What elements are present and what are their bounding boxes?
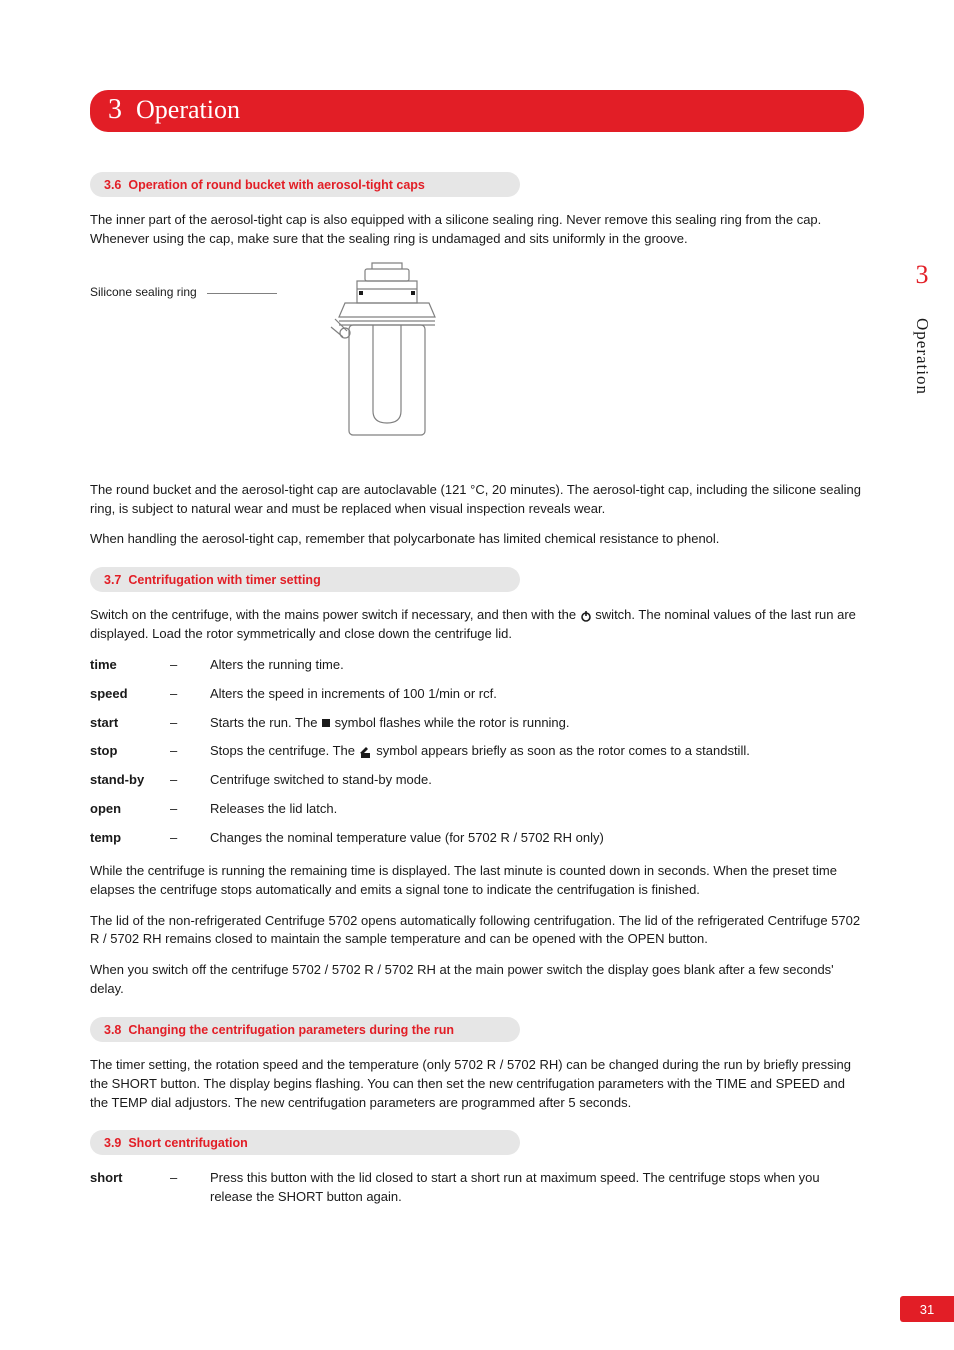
definition-row: speed – Alters the speed in increments o…: [90, 685, 864, 704]
definition-desc: Stops the centrifuge. The symbol appears…: [210, 742, 864, 761]
side-tab-label: Operation: [912, 318, 932, 395]
definition-desc: Centrifuge switched to stand-by mode.: [210, 771, 864, 790]
definition-dash: –: [170, 685, 210, 704]
bucket-figure: Silicone sealing ring: [90, 261, 864, 461]
definition-term: short: [90, 1169, 170, 1188]
figure-label: Silicone sealing ring: [90, 285, 197, 299]
subheading-text: 3.6 Operation of round bucket with aeros…: [104, 178, 425, 192]
paragraph: The timer setting, the rotation speed an…: [90, 1056, 864, 1113]
definition-desc: Alters the running time.: [210, 656, 864, 675]
paragraph: While the centrifuge is running the rema…: [90, 862, 864, 900]
chapter-title: Operation: [136, 95, 240, 125]
subheading-title: Short centrifugation: [128, 1136, 247, 1150]
definition-term: start: [90, 714, 170, 733]
paragraph: When handling the aerosol-tight cap, rem…: [90, 530, 864, 549]
text-fragment: Stops the centrifuge. The: [210, 743, 359, 758]
definition-list: short – Press this button with the lid c…: [90, 1169, 864, 1207]
definition-desc: Press this button with the lid closed to…: [210, 1169, 864, 1207]
definition-term: time: [90, 656, 170, 675]
subheading-num: 3.8: [104, 1023, 121, 1037]
subheading-text: 3.9 Short centrifugation: [104, 1136, 248, 1150]
text-fragment: Switch on the centrifuge, with the mains…: [90, 607, 580, 622]
subheading-num: 3.7: [104, 573, 121, 587]
definition-row: stand-by – Centrifuge switched to stand-…: [90, 771, 864, 790]
paragraph: The lid of the non-refrigerated Centrifu…: [90, 912, 864, 950]
chapter-number: 3: [108, 94, 122, 126]
definition-dash: –: [170, 714, 210, 733]
page-content: 3 Operation 3.6 Operation of round bucke…: [0, 0, 954, 1207]
side-tab-number: 3: [916, 260, 929, 290]
paragraph: Switch on the centrifuge, with the mains…: [90, 606, 864, 644]
subheading-title: Centrifugation with timer setting: [128, 573, 320, 587]
rotor-square-icon: [321, 718, 331, 728]
definition-row: start – Starts the run. The symbol flash…: [90, 714, 864, 733]
rotor-lid-icon: [359, 745, 373, 759]
definition-row: temp – Changes the nominal temperature v…: [90, 829, 864, 848]
subheading-3-7: 3.7 Centrifugation with timer setting: [90, 567, 520, 592]
definition-dash: –: [170, 771, 210, 790]
side-tab: 3 Operation: [912, 260, 932, 395]
definition-dash: –: [170, 742, 210, 761]
definition-desc: Changes the nominal temperature value (f…: [210, 829, 864, 848]
subheading-text: 3.7 Centrifugation with timer setting: [104, 573, 321, 587]
subheading-title: Changing the centrifugation parameters d…: [128, 1023, 454, 1037]
page-number: 31: [900, 1296, 954, 1322]
definition-term: temp: [90, 829, 170, 848]
definition-dash: –: [170, 829, 210, 848]
subheading-3-6: 3.6 Operation of round bucket with aeros…: [90, 172, 520, 197]
definition-row: open – Releases the lid latch.: [90, 800, 864, 819]
subheading-text: 3.8 Changing the centrifugation paramete…: [104, 1023, 454, 1037]
definition-term: stop: [90, 742, 170, 761]
definition-dash: –: [170, 800, 210, 819]
subheading-title: Operation of round bucket with aerosol-t…: [128, 178, 425, 192]
subheading-3-8: 3.8 Changing the centrifugation paramete…: [90, 1017, 520, 1042]
definition-dash: –: [170, 1169, 210, 1188]
subheading-num: 3.6: [104, 178, 121, 192]
chapter-heading-bar: 3 Operation: [90, 90, 864, 132]
definition-desc: Alters the speed in increments of 100 1/…: [210, 685, 864, 704]
subheading-3-9: 3.9 Short centrifugation: [90, 1130, 520, 1155]
text-fragment: symbol appears briefly as soon as the ro…: [376, 743, 750, 758]
definition-term: open: [90, 800, 170, 819]
definition-term: stand-by: [90, 771, 170, 790]
definition-desc: Releases the lid latch.: [210, 800, 864, 819]
definition-row: time – Alters the running time.: [90, 656, 864, 675]
definition-dash: –: [170, 656, 210, 675]
paragraph: When you switch off the centrifuge 5702 …: [90, 961, 864, 999]
standby-icon: [580, 610, 592, 622]
definition-term: speed: [90, 685, 170, 704]
paragraph: The round bucket and the aerosol-tight c…: [90, 481, 864, 519]
bucket-illustration: [287, 261, 487, 461]
paragraph: The inner part of the aerosol-tight cap …: [90, 211, 864, 249]
definition-list: time – Alters the running time. speed – …: [90, 656, 864, 848]
text-fragment: symbol flashes while the rotor is runnin…: [335, 715, 570, 730]
definition-row: stop – Stops the centrifuge. The symbol …: [90, 742, 864, 761]
figure-leader-line: [207, 293, 277, 294]
subheading-num: 3.9: [104, 1136, 121, 1150]
definition-row: short – Press this button with the lid c…: [90, 1169, 864, 1207]
definition-desc: Starts the run. The symbol flashes while…: [210, 714, 864, 733]
text-fragment: Starts the run. The: [210, 715, 321, 730]
